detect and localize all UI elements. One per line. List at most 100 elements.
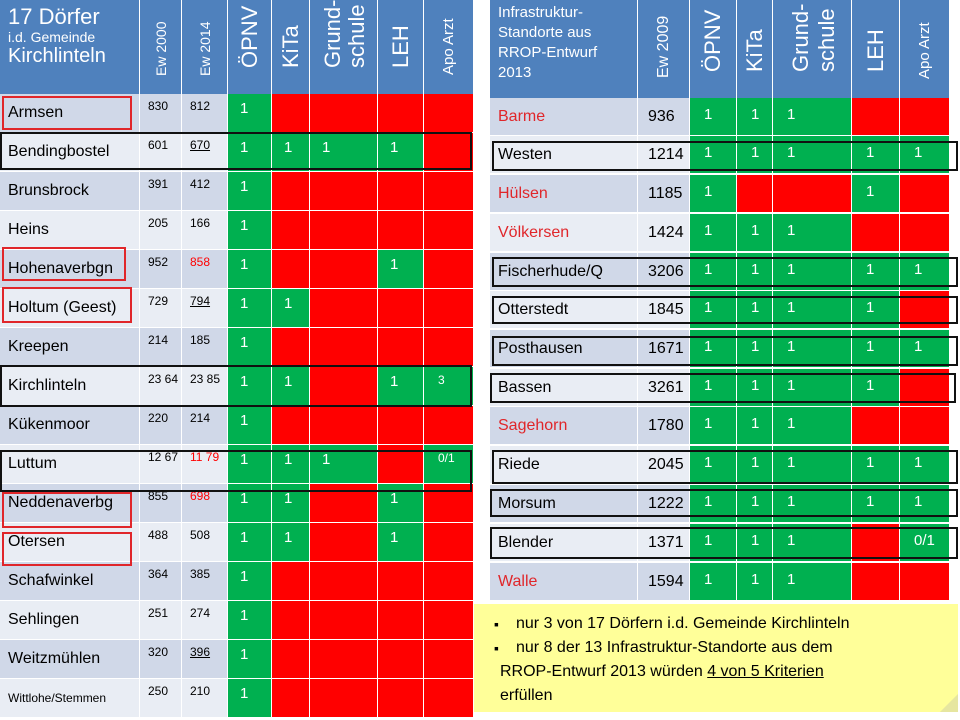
criterion-kita: 1 bbox=[737, 214, 773, 252]
population-2014: 812 bbox=[182, 94, 228, 133]
criterion-kita bbox=[272, 94, 310, 133]
col-header-grundschule: Grund- schule bbox=[310, 0, 378, 94]
criterion-apo bbox=[900, 407, 950, 445]
population-2014: 670 bbox=[182, 133, 228, 172]
criterion-leh: 1 bbox=[378, 367, 424, 406]
criterion-apo: 1 bbox=[900, 253, 950, 291]
criterion-leh: 1 bbox=[378, 133, 424, 172]
village-row: Sehlingen 251 274 1 bbox=[0, 601, 474, 640]
population-2014: 794 bbox=[182, 289, 228, 328]
rrop-title-line2: Standorte aus bbox=[498, 24, 592, 41]
criterion-oepnv: 1 bbox=[690, 407, 737, 445]
villages-header-title: 17 Dörfer i.d. Gemeinde Kirchlinteln bbox=[0, 0, 140, 94]
rrop-location-row: Riede 2045 1 1 1 1 1 bbox=[490, 446, 950, 484]
criterion-leh: 1 bbox=[378, 250, 424, 289]
criterion-kita: 1 bbox=[737, 563, 773, 601]
criterion-apo bbox=[424, 94, 474, 133]
village-row: Brunsbrock 391 412 1 bbox=[0, 172, 474, 211]
criterion-leh bbox=[852, 407, 900, 445]
criterion-oepnv: 1 bbox=[228, 328, 272, 367]
criterion-grund bbox=[773, 175, 852, 213]
rrop-title-line1: Infrastruktur- bbox=[498, 4, 584, 21]
criterion-grund bbox=[310, 523, 378, 562]
village-name: Sehlingen bbox=[0, 601, 140, 640]
criterion-oepnv: 1 bbox=[690, 369, 737, 407]
criterion-leh bbox=[378, 640, 424, 679]
criterion-apo bbox=[424, 289, 474, 328]
village-name: Kreepen bbox=[0, 328, 140, 367]
village-row: Kükenmoor 220 214 1 bbox=[0, 406, 474, 445]
criterion-grund: 1 bbox=[773, 214, 852, 252]
col-header-ew2009: Ew 2009 bbox=[638, 0, 690, 98]
population-2009: 1371 bbox=[638, 524, 690, 562]
note-criteria-highlight: 4 von 5 Kriterien bbox=[707, 663, 824, 680]
location-name: Barme bbox=[490, 98, 638, 136]
criterion-kita bbox=[272, 211, 310, 250]
population-2009: 1185 bbox=[638, 175, 690, 213]
criterion-oepnv: 1 bbox=[228, 601, 272, 640]
criterion-oepnv: 1 bbox=[228, 250, 272, 289]
criterion-leh bbox=[378, 211, 424, 250]
header-title-line1: 17 Dörfer bbox=[8, 4, 100, 29]
black-highlight-frame bbox=[490, 527, 958, 559]
summary-note: nur 3 von 17 Dörfern i.d. Gemeinde Kirch… bbox=[474, 604, 958, 712]
black-highlight-frame bbox=[0, 365, 472, 407]
village-name: Schafwinkel bbox=[0, 562, 140, 601]
col-header-leh: LEH bbox=[378, 0, 424, 94]
red-highlight-frame bbox=[2, 492, 132, 528]
note-bullet-2: nur 8 der 13 Infrastruktur-Standorte aus… bbox=[488, 636, 948, 660]
criterion-kita bbox=[737, 175, 773, 213]
criterion-leh bbox=[378, 406, 424, 445]
population-2009: 1594 bbox=[638, 563, 690, 601]
population-2014: 214 bbox=[182, 406, 228, 445]
red-highlight-frame bbox=[2, 96, 132, 130]
criterion-leh: 1 bbox=[852, 175, 900, 213]
rrop-location-row: Hülsen 1185 1 1 bbox=[490, 175, 950, 213]
criterion-kita bbox=[272, 250, 310, 289]
criterion-kita: 1 bbox=[737, 98, 773, 136]
location-name: Blender bbox=[490, 524, 638, 562]
population-2000: 488 bbox=[140, 523, 182, 562]
population-2014: 23 85 bbox=[182, 367, 228, 406]
criterion-grund: 1 bbox=[773, 563, 852, 601]
rrop-col-header-kita: KiTa bbox=[737, 0, 773, 98]
rrop-location-row: Bassen 3261 1 1 1 1 bbox=[490, 369, 950, 407]
criterion-apo bbox=[424, 133, 474, 172]
col-header-kita: KiTa bbox=[272, 0, 310, 94]
village-row: Schafwinkel 364 385 1 bbox=[0, 562, 474, 601]
rrop-location-row: Völkersen 1424 1 1 1 bbox=[490, 214, 950, 252]
criterion-grund bbox=[310, 679, 378, 718]
rrop-location-row: Barme 936 1 1 1 bbox=[490, 98, 950, 136]
village-row: Wittlohe/Stemmen 250 210 1 bbox=[0, 679, 474, 718]
criterion-kita bbox=[272, 679, 310, 718]
criterion-kita bbox=[272, 172, 310, 211]
header-title-line2: i.d. Gemeinde bbox=[8, 29, 96, 46]
rrop-header-title: Infrastruktur- Standorte aus RROP-Entwur… bbox=[490, 0, 638, 98]
population-2000: 364 bbox=[140, 562, 182, 601]
criterion-grund bbox=[310, 211, 378, 250]
criterion-leh bbox=[378, 289, 424, 328]
criterion-grund: 1 bbox=[773, 369, 852, 407]
criterion-kita: 1 bbox=[272, 289, 310, 328]
criterion-oepnv: 1 bbox=[690, 98, 737, 136]
criterion-apo bbox=[900, 563, 950, 601]
note-bullet-2-continued: RROP-Entwurf 2013 würden 4 von 5 Kriteri… bbox=[500, 663, 824, 680]
population-2014: 185 bbox=[182, 328, 228, 367]
criterion-grund bbox=[310, 250, 378, 289]
village-name: Kükenmoor bbox=[0, 406, 140, 445]
black-highlight-frame bbox=[0, 450, 472, 492]
criterion-leh bbox=[378, 679, 424, 718]
population-2000: 214 bbox=[140, 328, 182, 367]
criterion-leh bbox=[378, 562, 424, 601]
criterion-leh: 1 bbox=[852, 253, 900, 291]
criterion-grund bbox=[310, 406, 378, 445]
criterion-apo bbox=[900, 175, 950, 213]
criterion-kita: 1 bbox=[272, 523, 310, 562]
population-2009: 1780 bbox=[638, 407, 690, 445]
black-highlight-frame bbox=[490, 373, 956, 403]
criterion-grund bbox=[310, 562, 378, 601]
rrop-location-row: Blender 1371 1 1 1 0/1 bbox=[490, 524, 950, 562]
criterion-grund: 1 bbox=[773, 524, 852, 562]
population-2009: 3206 bbox=[638, 253, 690, 291]
location-name: Bassen bbox=[490, 369, 638, 407]
